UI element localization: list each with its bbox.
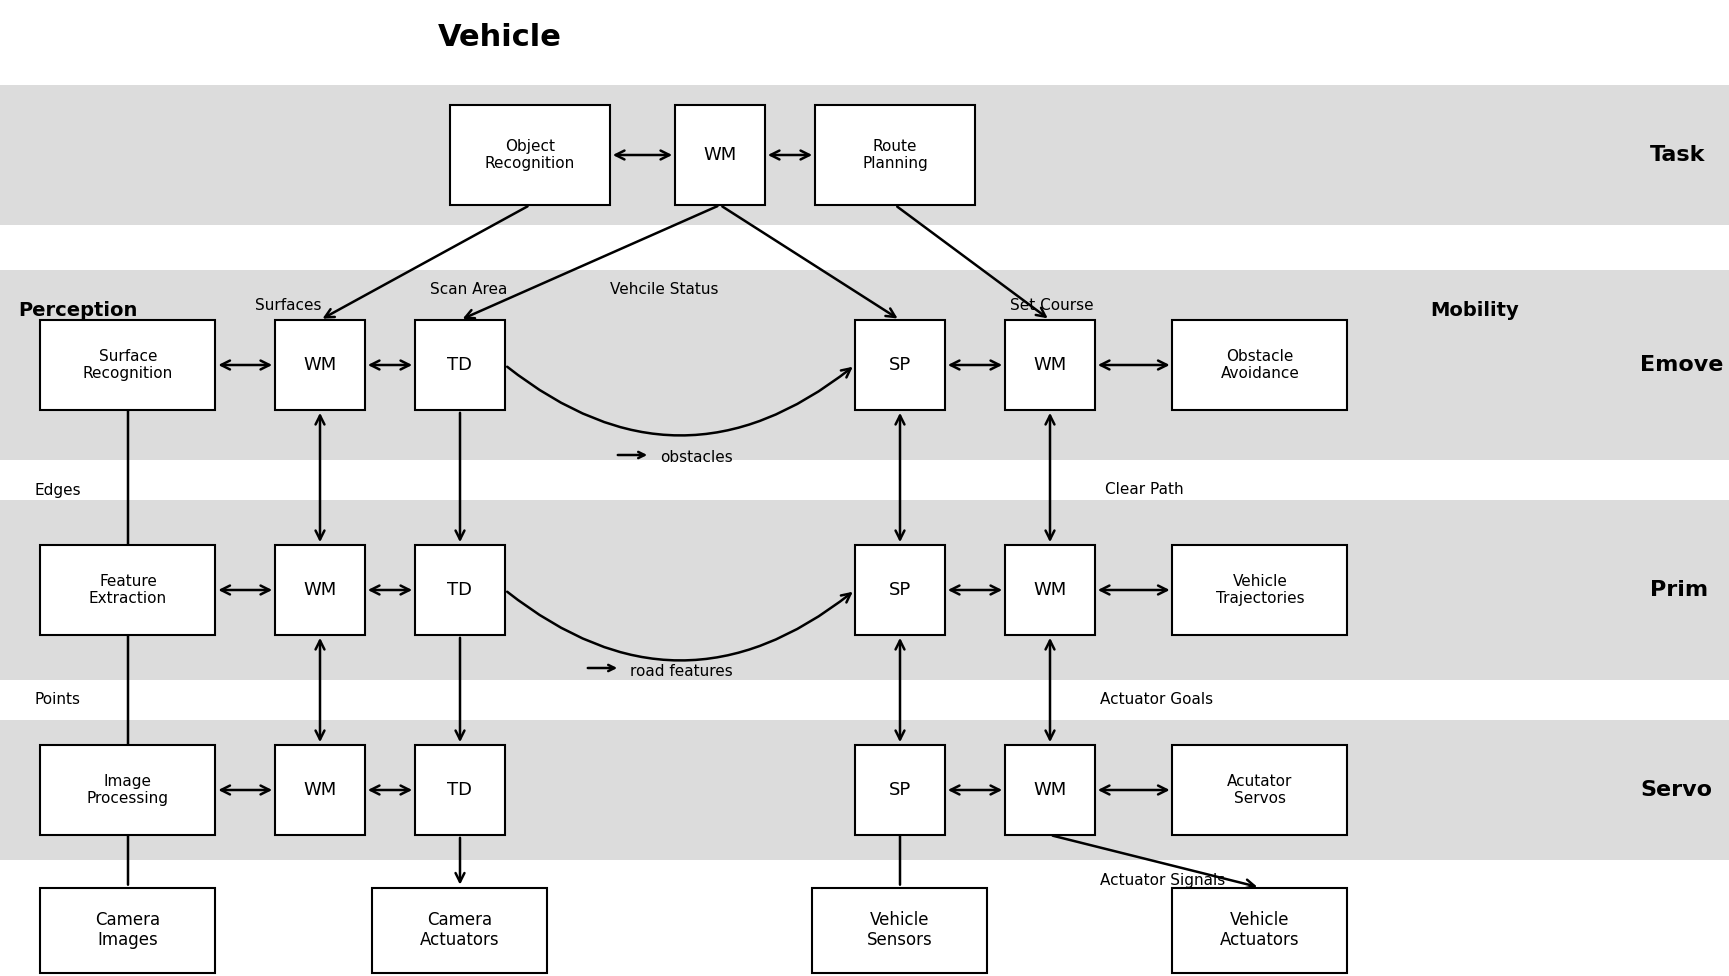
Text: Acutator
Servos: Acutator Servos bbox=[1228, 774, 1293, 806]
Text: Task: Task bbox=[1649, 145, 1705, 165]
Bar bbox=[814, 105, 975, 205]
Bar bbox=[674, 105, 764, 205]
Bar bbox=[372, 887, 548, 972]
Text: SP: SP bbox=[889, 356, 911, 374]
Bar bbox=[275, 320, 365, 410]
Bar bbox=[1172, 320, 1347, 410]
Bar bbox=[0, 270, 1729, 460]
Text: Points: Points bbox=[35, 693, 81, 708]
Text: Surfaces: Surfaces bbox=[254, 298, 322, 312]
Bar bbox=[1172, 745, 1347, 835]
Bar bbox=[0, 85, 1729, 225]
Text: WM: WM bbox=[303, 581, 337, 599]
Text: Obstacle
Avoidance: Obstacle Avoidance bbox=[1221, 348, 1300, 382]
Bar bbox=[1005, 745, 1094, 835]
Text: Image
Processing: Image Processing bbox=[86, 774, 169, 806]
Text: Perception: Perception bbox=[17, 301, 137, 319]
Text: Scan Area: Scan Area bbox=[431, 282, 507, 298]
Text: WM: WM bbox=[303, 781, 337, 799]
Bar bbox=[1005, 320, 1094, 410]
Bar bbox=[415, 545, 505, 635]
Text: obstacles: obstacles bbox=[660, 451, 733, 466]
Text: Vehcile Status: Vehcile Status bbox=[610, 282, 719, 298]
Bar bbox=[0, 720, 1729, 860]
Text: Vehicle
Sensors: Vehicle Sensors bbox=[868, 911, 934, 950]
Text: Surface
Recognition: Surface Recognition bbox=[83, 348, 173, 382]
Bar bbox=[275, 545, 365, 635]
Text: SP: SP bbox=[889, 581, 911, 599]
Bar bbox=[813, 887, 987, 972]
Text: TD: TD bbox=[448, 781, 472, 799]
Bar bbox=[40, 745, 216, 835]
Bar bbox=[856, 320, 946, 410]
Text: Object
Recognition: Object Recognition bbox=[484, 139, 576, 171]
Bar bbox=[1005, 545, 1094, 635]
Text: Route
Planning: Route Planning bbox=[863, 139, 928, 171]
Text: Camera
Images: Camera Images bbox=[95, 911, 161, 950]
Text: TD: TD bbox=[448, 356, 472, 374]
Bar bbox=[40, 887, 216, 972]
Text: Mobility: Mobility bbox=[1430, 301, 1518, 319]
Text: SP: SP bbox=[889, 781, 911, 799]
Text: Emove: Emove bbox=[1641, 355, 1724, 375]
Text: Actuator Goals: Actuator Goals bbox=[1100, 693, 1214, 708]
Text: Servo: Servo bbox=[1641, 780, 1712, 800]
Bar bbox=[1172, 545, 1347, 635]
Bar bbox=[275, 745, 365, 835]
Text: WM: WM bbox=[1034, 581, 1067, 599]
Text: Clear Path: Clear Path bbox=[1105, 482, 1184, 498]
Bar bbox=[450, 105, 610, 205]
Text: Prim: Prim bbox=[1649, 580, 1708, 600]
Bar bbox=[415, 320, 505, 410]
Bar bbox=[856, 545, 946, 635]
Text: TD: TD bbox=[448, 581, 472, 599]
Text: Set Course: Set Course bbox=[1010, 298, 1094, 312]
Text: WM: WM bbox=[303, 356, 337, 374]
Text: road features: road features bbox=[629, 665, 733, 679]
Text: WM: WM bbox=[1034, 781, 1067, 799]
Bar bbox=[856, 745, 946, 835]
Bar bbox=[415, 745, 505, 835]
Text: WM: WM bbox=[704, 146, 737, 164]
Text: Actuator Signals: Actuator Signals bbox=[1100, 873, 1226, 887]
Text: WM: WM bbox=[1034, 356, 1067, 374]
Text: Vehicle
Trajectories: Vehicle Trajectories bbox=[1215, 574, 1304, 606]
Text: Feature
Extraction: Feature Extraction bbox=[88, 574, 168, 606]
Text: Vehicle
Actuators: Vehicle Actuators bbox=[1221, 911, 1300, 950]
Text: Edges: Edges bbox=[35, 482, 81, 498]
Bar bbox=[1172, 887, 1347, 972]
Bar bbox=[0, 500, 1729, 680]
Text: Camera
Actuators: Camera Actuators bbox=[420, 911, 500, 950]
Bar bbox=[40, 545, 216, 635]
Text: Vehicle: Vehicle bbox=[437, 23, 562, 53]
Bar bbox=[40, 320, 216, 410]
